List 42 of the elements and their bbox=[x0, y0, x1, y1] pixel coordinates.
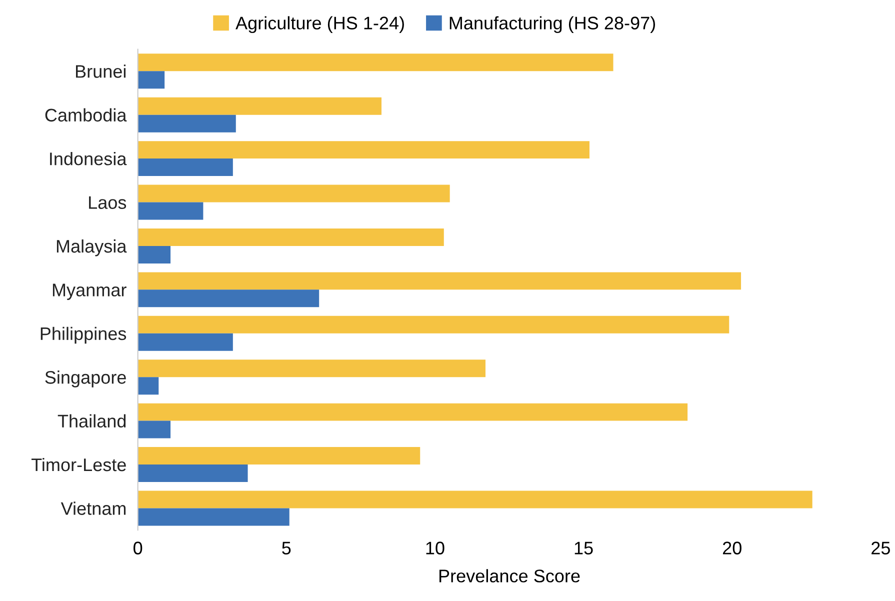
y-tick-label: Brunei bbox=[76, 64, 126, 78]
y-tick-label: Myanmar bbox=[52, 284, 126, 300]
legend-label: Agriculture (HS 1-24) bbox=[236, 16, 404, 34]
bar bbox=[138, 490, 812, 508]
y-tick-label: Vietnam bbox=[60, 502, 126, 515]
bar bbox=[138, 141, 590, 159]
bar bbox=[138, 360, 486, 378]
x-tick-label: 10 bbox=[426, 542, 444, 554]
y-tick-label: Indonesia bbox=[50, 152, 127, 166]
x-tick-label: 15 bbox=[574, 542, 593, 554]
bar bbox=[138, 447, 420, 465]
bar bbox=[138, 202, 204, 220]
y-tick-label: Thailand bbox=[58, 414, 126, 428]
bar bbox=[138, 272, 742, 290]
x-tick-label: 5 bbox=[282, 542, 291, 554]
y-tick-label: Timor-Leste bbox=[31, 458, 126, 472]
y-tick-label: Singapore bbox=[45, 370, 126, 388]
bar bbox=[138, 246, 171, 264]
x-tick-label: 25 bbox=[872, 542, 890, 554]
bar bbox=[138, 316, 730, 334]
legend-label: Manufacturing (HS 28-97) bbox=[450, 16, 656, 34]
bar bbox=[138, 420, 171, 438]
bar bbox=[138, 464, 248, 482]
x-tick-label: 0 bbox=[134, 542, 142, 554]
bar bbox=[138, 508, 290, 526]
y-tick-label: Malaysia bbox=[56, 239, 127, 256]
bar bbox=[138, 71, 165, 89]
bar bbox=[138, 403, 688, 421]
bar bbox=[138, 158, 233, 176]
bar bbox=[138, 184, 450, 202]
y-tick-label: Philippines bbox=[40, 326, 126, 344]
bar bbox=[138, 333, 233, 351]
y-tick-label: Laos bbox=[89, 196, 126, 209]
bar bbox=[138, 377, 159, 395]
bar bbox=[138, 114, 236, 132]
x-tick-label: 20 bbox=[722, 542, 742, 554]
x-axis-title: Prevelance Score bbox=[439, 569, 580, 582]
bar bbox=[138, 97, 382, 115]
y-tick-label: Cambodia bbox=[45, 108, 127, 122]
bar bbox=[138, 228, 444, 246]
bar bbox=[138, 54, 614, 72]
bar bbox=[138, 290, 320, 308]
